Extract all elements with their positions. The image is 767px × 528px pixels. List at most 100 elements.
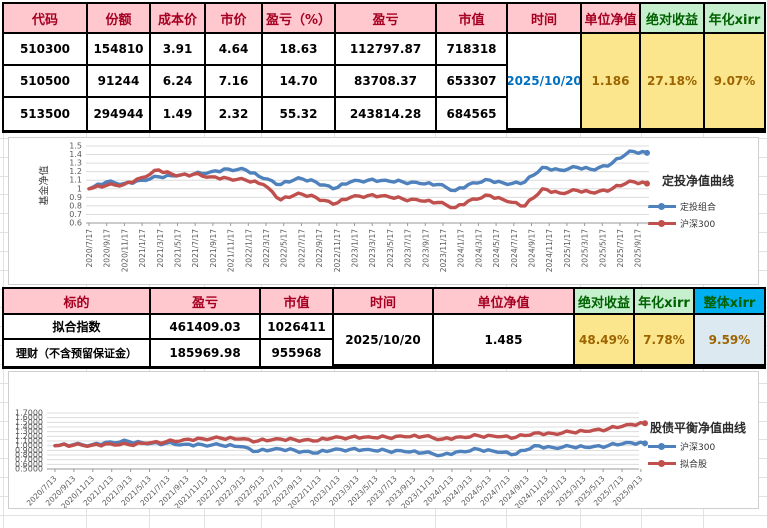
cell-annual-xirr-merged[interactable]: 9.07% (705, 34, 764, 130)
x-tick-label: 2021/11/17 (227, 229, 236, 272)
chart-title: 股债平衡净值曲线 (649, 421, 746, 435)
col-header-pl[interactable]: 盈亏 (336, 4, 437, 34)
legend-item-fitted-stock[interactable]: 拟合股 (648, 455, 752, 472)
col-header-nav[interactable]: 单位净值 (582, 4, 641, 34)
cell-price[interactable]: 7.16 (206, 66, 263, 98)
cell-pl-pct[interactable]: 18.63 (263, 34, 336, 66)
chart-legend: 定投组合 沪深300 (648, 198, 752, 232)
cell-pl[interactable]: 83708.37 (336, 66, 437, 98)
y-tick-label: 0.7 (69, 210, 82, 219)
cell-mktval[interactable]: 684565 (437, 98, 508, 130)
y-tick-label: 0.8000 (15, 451, 43, 460)
x-tick-label: 2024/11/17 (545, 229, 554, 272)
col-header-overall-xirr[interactable]: 整体xirr (695, 289, 764, 315)
col-header-xirr[interactable]: 年化xirr (705, 4, 764, 34)
cell-mktval[interactable]: 955968 (261, 340, 334, 366)
legend-line-marker (648, 443, 676, 450)
legend-dot (658, 443, 665, 450)
series-end-marker (644, 149, 650, 156)
cell-code[interactable]: 510300 (4, 34, 88, 66)
cell-abs-return-merged[interactable]: 48.49% (575, 315, 635, 366)
col-header-shares[interactable]: 份额 (88, 4, 151, 34)
y-tick-label: 0.8 (69, 201, 82, 210)
series-line[interactable] (87, 168, 649, 210)
legend-line-marker (648, 203, 676, 210)
cell-mktval[interactable]: 718318 (437, 34, 508, 66)
cell-price[interactable]: 4.64 (206, 34, 263, 66)
cell-shares[interactable]: 294944 (88, 98, 151, 130)
chart-plot-area: 0.50000.60000.70000.80000.90001.00001.10… (15, 409, 648, 508)
y-tick-label: 1.7000 (15, 409, 43, 418)
x-tick-label: 2022/7/17 (297, 229, 306, 268)
cell-pl[interactable]: 461409.03 (151, 315, 261, 340)
legend-item-dca-portfolio[interactable]: 定投组合 (648, 198, 752, 215)
chart-legend: 沪深300 拟合股 (648, 438, 752, 472)
y-tick-label: 1.6000 (15, 413, 43, 422)
cell-annual-xirr-merged[interactable]: 7.78% (635, 315, 695, 366)
col-header-pl[interactable]: 盈亏 (151, 289, 261, 315)
col-header-code[interactable]: 代码 (4, 4, 88, 34)
cell-overall-xirr-merged[interactable]: 9.59% (695, 315, 764, 366)
legend-item-hs300[interactable]: 沪深300 (648, 215, 752, 232)
cell-unit-nav-merged[interactable]: 1.485 (434, 315, 575, 366)
cell-cost[interactable]: 6.24 (151, 66, 206, 98)
cell-pl[interactable]: 243814.28 (336, 98, 437, 130)
chart-dca-nav-curve[interactable]: 基金净值 定投净值曲线 定投组合 沪深300 0.6 0.7 0.8 0.9 1 1.1 1… (8, 137, 759, 285)
col-header-absreturn[interactable]: 绝对收益 (641, 4, 705, 34)
cell-pl[interactable]: 112797.87 (336, 34, 437, 66)
cell-pl-pct[interactable]: 14.70 (263, 66, 336, 98)
x-tick-label: 2024/1/17 (457, 229, 466, 268)
cell-code[interactable]: 510500 (4, 66, 88, 98)
x-tick-label: 2022/5/17 (280, 229, 289, 268)
x-tick-label: 2022/1/17 (244, 229, 253, 268)
x-tick-label: 2021/7/17 (191, 229, 200, 268)
col-header-price[interactable]: 市价 (206, 4, 263, 34)
cell-time-merged[interactable]: 2025/10/20 (508, 34, 582, 130)
x-tick-label: 2021/3/17 (156, 229, 165, 268)
y-tick-label: 0.7000 (15, 455, 43, 464)
legend-label: 沪深300 (680, 443, 716, 453)
col-header-time[interactable]: 时间 (508, 4, 582, 34)
x-tick-label: 2020/9/17 (103, 229, 112, 268)
series-line[interactable] (53, 421, 647, 449)
legend-dot (658, 220, 665, 227)
cell-time-merged[interactable]: 2025/10/20 (334, 315, 434, 366)
cell-abs-return-merged[interactable]: 27.18% (641, 34, 705, 130)
x-tick-label: 2023/9/17 (421, 229, 430, 268)
col-header-absreturn[interactable]: 绝对收益 (575, 289, 635, 315)
cell-cost[interactable]: 1.49 (151, 98, 206, 130)
series-end-marker (642, 420, 648, 427)
x-tick-label: 2025/3/17 (581, 229, 590, 268)
y-tick-label: 1 (77, 184, 82, 193)
chart-stock-bond-balance-curve[interactable]: 股债平衡净值曲线 沪深300 拟合股 0.5000 0.6000 0.7000 0.8… (8, 371, 759, 509)
cell-pl[interactable]: 185969.98 (151, 340, 261, 366)
cell-shares[interactable]: 91244 (88, 66, 151, 98)
col-header-xirr[interactable]: 年化xirr (635, 289, 695, 315)
col-header-nav[interactable]: 单位净值 (434, 289, 575, 315)
cell-target[interactable]: 拟合指数 (4, 315, 151, 340)
col-header-mktval[interactable]: 市值 (437, 4, 508, 34)
cell-cost[interactable]: 3.91 (151, 34, 206, 66)
series-line[interactable] (87, 149, 649, 193)
col-header-target[interactable]: 标的 (4, 289, 151, 315)
cell-code[interactable]: 513500 (4, 98, 88, 130)
y-tick-label: 1.4 (69, 150, 82, 159)
col-header-mktval[interactable]: 市值 (261, 289, 334, 315)
cell-mktval[interactable]: 653307 (437, 66, 508, 98)
cell-price[interactable]: 2.32 (206, 98, 263, 130)
y-tick-label: 1.5000 (15, 418, 43, 427)
cell-shares[interactable]: 154810 (88, 34, 151, 66)
legend-item-hs300[interactable]: 沪深300 (648, 438, 752, 455)
col-header-pl-pct[interactable]: 盈亏（%） (263, 4, 336, 34)
cell-pl-pct[interactable]: 55.32 (263, 98, 336, 130)
cell-mktval[interactable]: 1026411 (261, 315, 334, 340)
x-tick-label: 2022/9/17 (315, 229, 324, 268)
cell-target[interactable]: 理财（不含预留保证金） (4, 340, 151, 366)
legend-line-marker (648, 220, 676, 227)
col-header-cost[interactable]: 成本价 (151, 4, 206, 34)
x-tick-label: 2021/1/17 (138, 229, 147, 268)
cell-unit-nav-merged[interactable]: 1.186 (582, 34, 641, 130)
col-header-time[interactable]: 时间 (334, 289, 434, 315)
positions-table: 代码 份额 成本价 市价 盈亏（%） 盈亏 市值 时间 单位净值 绝对收益 年化… (2, 2, 766, 133)
legend-dot (658, 460, 665, 467)
